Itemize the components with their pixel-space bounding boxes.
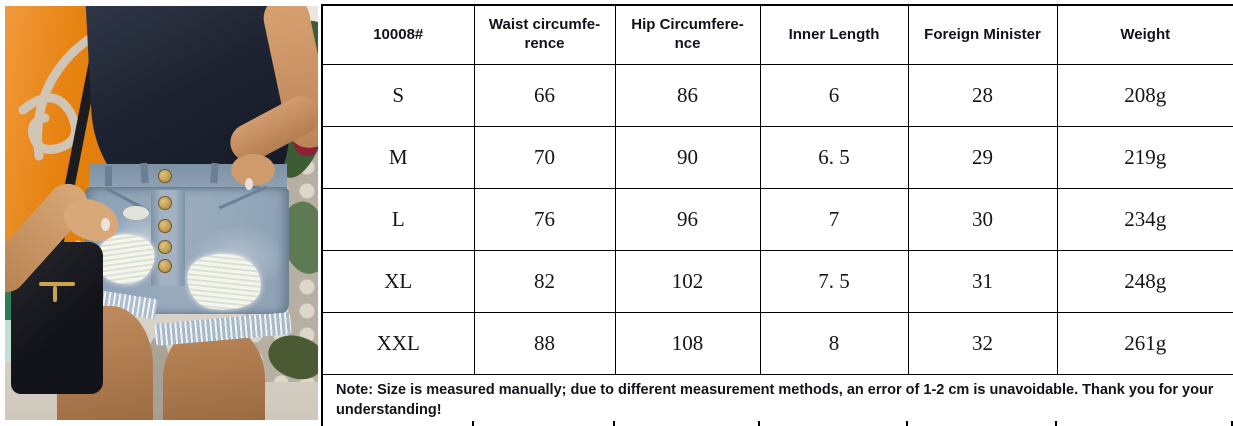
weight-cell: 234g xyxy=(1056,188,1233,251)
table-border-stub xyxy=(1231,421,1233,426)
waist-cell: 76 xyxy=(473,188,616,251)
gold-jean-button xyxy=(158,196,172,210)
hip-cell: 108 xyxy=(614,312,761,375)
size-cell: XXL xyxy=(321,312,475,375)
front-rise-cell: 29 xyxy=(907,126,1058,189)
waist-cell: 66 xyxy=(473,64,616,127)
table-row-xxl: XXL 88 108 8 32 261g xyxy=(321,312,1233,375)
note-row: Note: Size is measured manually; due to … xyxy=(321,374,1233,426)
col-header-weight: Weight xyxy=(1056,4,1233,65)
gold-jean-button xyxy=(158,240,172,254)
inner-length-cell: 8 xyxy=(759,312,909,375)
finger-nail xyxy=(101,218,110,231)
belt-loop xyxy=(140,162,149,184)
front-rise-cell: 30 xyxy=(907,188,1058,251)
gold-jean-button xyxy=(158,259,172,273)
col-header-hip: Hip Circumfere- nce xyxy=(614,4,761,65)
table-border-stub xyxy=(906,421,908,426)
table-border-stub xyxy=(758,421,760,426)
inner-length-cell: 6 xyxy=(759,64,909,127)
col-header-style-number: 10008# xyxy=(321,4,475,65)
gold-zipper xyxy=(39,282,75,286)
belt-loop xyxy=(105,166,112,186)
size-cell: M xyxy=(321,126,475,189)
hip-cell: 90 xyxy=(614,126,761,189)
thumb-nail xyxy=(245,178,253,190)
weight-cell: 208g xyxy=(1056,64,1233,127)
table-border-stub xyxy=(472,421,474,426)
col-header-front-rise: Foreign Minister xyxy=(907,4,1058,65)
inner-length-cell: 6. 5 xyxy=(759,126,909,189)
header-row: 10008# Waist circumfe- rence Hip Circumf… xyxy=(321,4,1233,65)
front-rise-cell: 32 xyxy=(907,312,1058,375)
col-header-inner-length: Inner Length xyxy=(759,4,909,65)
size-table: 10008# Waist circumfe- rence Hip Circumf… xyxy=(321,4,1233,426)
size-cell: L xyxy=(321,188,475,251)
model-hand xyxy=(231,154,275,186)
waist-cell: 70 xyxy=(473,126,616,189)
weight-cell: 248g xyxy=(1056,250,1233,313)
belt-loop xyxy=(210,162,219,184)
size-chart: 10008# Waist circumfe- rence Hip Circumf… xyxy=(321,4,1233,426)
size-cell: S xyxy=(321,64,475,127)
product-photo xyxy=(5,6,318,420)
hip-cell: 96 xyxy=(614,188,761,251)
table-border-stub xyxy=(1055,421,1057,426)
table-border-stub xyxy=(613,421,615,426)
table-row-xl: XL 82 102 7. 5 31 248g xyxy=(321,250,1233,313)
table-border-stub xyxy=(321,421,323,426)
front-rise-cell: 28 xyxy=(907,64,1058,127)
size-cell: XL xyxy=(321,250,475,313)
table-row-l: L 76 96 7 30 234g xyxy=(321,188,1233,251)
waist-cell: 82 xyxy=(473,250,616,313)
weight-cell: 261g xyxy=(1056,312,1233,375)
front-rise-cell: 31 xyxy=(907,250,1058,313)
light-green-edge-strip xyxy=(5,320,13,362)
ripped-patch xyxy=(123,206,149,220)
hip-cell: 102 xyxy=(614,250,761,313)
inner-length-cell: 7. 5 xyxy=(759,250,909,313)
hip-cell: 86 xyxy=(614,64,761,127)
cropped-next-table-row xyxy=(321,421,1233,426)
table-row-s: S 66 86 6 28 208g xyxy=(321,64,1233,127)
table-row-m: M 70 90 6. 5 29 219g xyxy=(321,126,1233,189)
waist-cell: 88 xyxy=(473,312,616,375)
inner-length-cell: 7 xyxy=(759,188,909,251)
weight-cell: 219g xyxy=(1056,126,1233,189)
gold-zipper-pull xyxy=(53,286,57,302)
gold-jean-button xyxy=(158,219,172,233)
measurement-note: Note: Size is measured manually; due to … xyxy=(321,374,1233,426)
col-header-waist: Waist circumfe- rence xyxy=(473,4,616,65)
gold-jean-button xyxy=(158,169,172,183)
